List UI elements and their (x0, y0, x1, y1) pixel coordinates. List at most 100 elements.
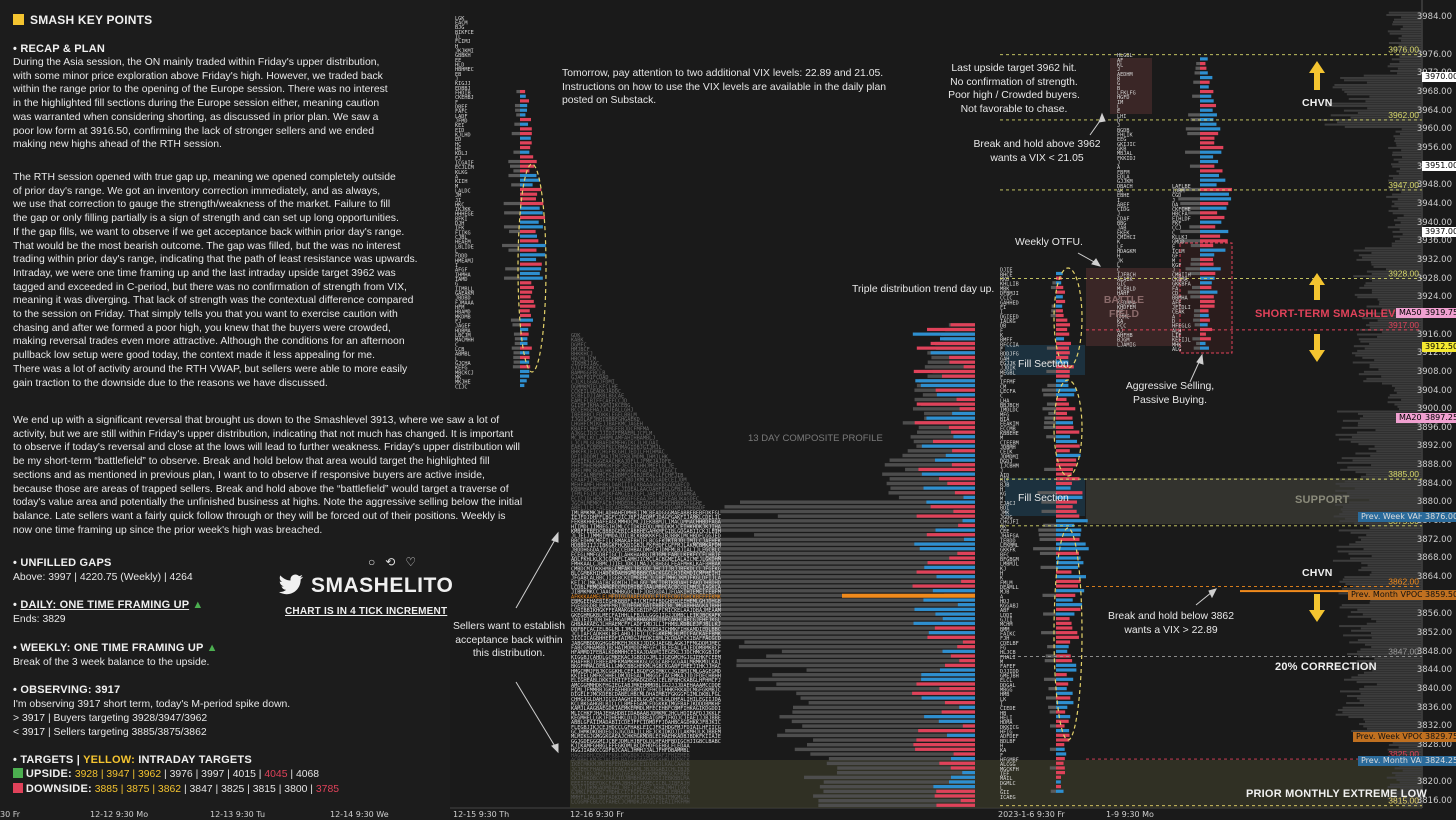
composite-tpo-letters: HFAMMDIFEBALKDBMHHCEIKAJDADMIIEGEKLJJDCH… (571, 650, 721, 656)
profile-shadow (515, 108, 520, 112)
volume-bar (1357, 412, 1422, 415)
heart-icon[interactable]: ♡ (405, 555, 427, 569)
axis-tick-label: 3900.00 (1416, 404, 1452, 415)
composite-bar (748, 677, 975, 682)
tpo-letters: I (1000, 702, 1003, 708)
tpo-letters: EEG (1117, 137, 1126, 143)
volume-bar (1369, 321, 1422, 324)
volume-bar (1364, 643, 1422, 646)
volume-bar (1389, 394, 1422, 397)
tpo-letters: MLEBLD (1117, 286, 1136, 292)
profile-shadow (1041, 509, 1056, 513)
volume-bar (1395, 142, 1422, 145)
tpo-letters: JFMD (455, 118, 468, 124)
composite-color-bar (963, 495, 975, 499)
volume-poc (1240, 590, 1422, 593)
composite-color-bar (941, 374, 975, 378)
composite-bar (813, 738, 975, 742)
composite-tpo-letters: JABGMBDDKGHGGBHKEHJKKKJJDIKJAEGBLAGKJFFM… (571, 641, 721, 647)
tpo-letters: LALDC (455, 188, 471, 194)
volume-bar (1354, 487, 1422, 490)
volume-bar (1360, 648, 1422, 651)
composite-bar (792, 710, 975, 714)
tpo-letters: F (1000, 753, 1003, 759)
volume-bar (1393, 219, 1422, 222)
composite-tpo-letters: KEIJCJMKJAIBCBDMIHJIHLGGLJMCIDBIKBDAHLFA… (571, 580, 721, 586)
volume-bar (1394, 137, 1422, 140)
tpo-letters: MFG (1000, 412, 1009, 418)
profile-bar (1200, 197, 1232, 201)
tpo-letters: CCJ (1172, 226, 1181, 232)
volume-bar (1342, 711, 1422, 714)
composite-color-bar (939, 668, 975, 672)
red-square-icon (13, 783, 23, 793)
volume-bar (1396, 170, 1422, 173)
upside-last-target: | 4068 (290, 769, 320, 780)
tpo-letters: LIF (1172, 333, 1181, 339)
tpo-letters: KEFIJL (1172, 338, 1191, 344)
composite-color-bar (921, 673, 975, 677)
volume-bar (1358, 373, 1422, 376)
composite-color-bar (952, 411, 975, 416)
profile-bar (520, 187, 542, 192)
tpo-letters: GJJKM (1117, 179, 1133, 185)
composite-bar (754, 533, 975, 537)
targets-heading: • TARGETS | YELLOW: INTRADAY TARGETS (13, 754, 252, 766)
x-label-1: 12-12 9:30 Mo (90, 810, 149, 819)
profile-bar (1200, 108, 1213, 112)
profile-bar (1200, 192, 1229, 196)
comment-icon[interactable]: ○ (368, 555, 386, 569)
volume-bar (1369, 363, 1422, 366)
profile-bar (1200, 211, 1218, 215)
composite-tpo-letters: HGGJIABKCCGDFBJCAALJHMHJJALJFHFDBAMMBL (571, 748, 690, 754)
tag-prev-week-vpoc-label: Prev. Week VPOC (1353, 732, 1428, 742)
profile-shadow (1188, 211, 1200, 215)
profile-bar (520, 94, 526, 98)
axis-tick-label: 3836.00 (1416, 702, 1452, 713)
composite-color-bar (921, 677, 975, 681)
composite-bar (806, 743, 975, 747)
retweet-icon[interactable]: ⟲ (385, 555, 406, 569)
profile-bar (520, 215, 546, 220)
level-label: 3862.00 (1388, 576, 1419, 586)
volume-bar (1363, 548, 1422, 551)
profile-bar (1200, 127, 1221, 131)
composite-color-bar (936, 789, 975, 793)
x-label-0: 30 Fr (0, 810, 21, 819)
tpo-letters: GJCHA (455, 361, 471, 367)
axis-tick-label: 3848.00 (1416, 646, 1452, 657)
tpo-letters: FHALI (1000, 655, 1016, 661)
profile-bar (1200, 248, 1226, 252)
composite-tpo-letters: MCJMCLKCLAHBMLAMFAHIHBAMBLJ (571, 436, 655, 442)
composite-bar (692, 542, 975, 546)
profile-bar (520, 113, 526, 117)
composite-bar (794, 747, 975, 752)
x-label-2: 12-13 9:30 Tu (210, 810, 266, 819)
volume-bar (1349, 641, 1422, 644)
x-label-3: 12-14 9:30 We (330, 810, 389, 819)
profile-bar (520, 239, 539, 243)
composite-color-bar (950, 766, 975, 770)
tpo-letters: DJH (455, 221, 464, 227)
tpo-letters: DJJIDD (1000, 669, 1019, 675)
profile-bar (1056, 598, 1073, 602)
composite-color-bar (926, 500, 975, 504)
axis-tick-label: 3908.00 (1416, 366, 1452, 377)
tpo-letters: LCB (455, 347, 464, 353)
volume-bar (1392, 230, 1422, 233)
volume-bar (1377, 335, 1422, 338)
axis-tick-label: 3892.00 (1416, 441, 1452, 452)
profile-bar (1056, 505, 1073, 509)
profile-shadow (514, 341, 520, 346)
composite-tpo-letters: FGEGDGDBLBHMFMBIJLDEGHCGAIEBBECBLJMGABHH… (571, 604, 721, 610)
composite-bar (810, 752, 975, 756)
volume-bar (1379, 300, 1422, 303)
profile-bar (1056, 281, 1062, 285)
tpo-letters: KGF (1172, 263, 1181, 269)
axis-tick-label: 3956.00 (1416, 142, 1452, 153)
volume-bar (1338, 438, 1422, 441)
volume-bar (1337, 410, 1422, 413)
profile-bar (1056, 747, 1065, 751)
tpo-letters: LJAMIG (1117, 342, 1136, 348)
tpo-letters: IL (455, 34, 461, 40)
